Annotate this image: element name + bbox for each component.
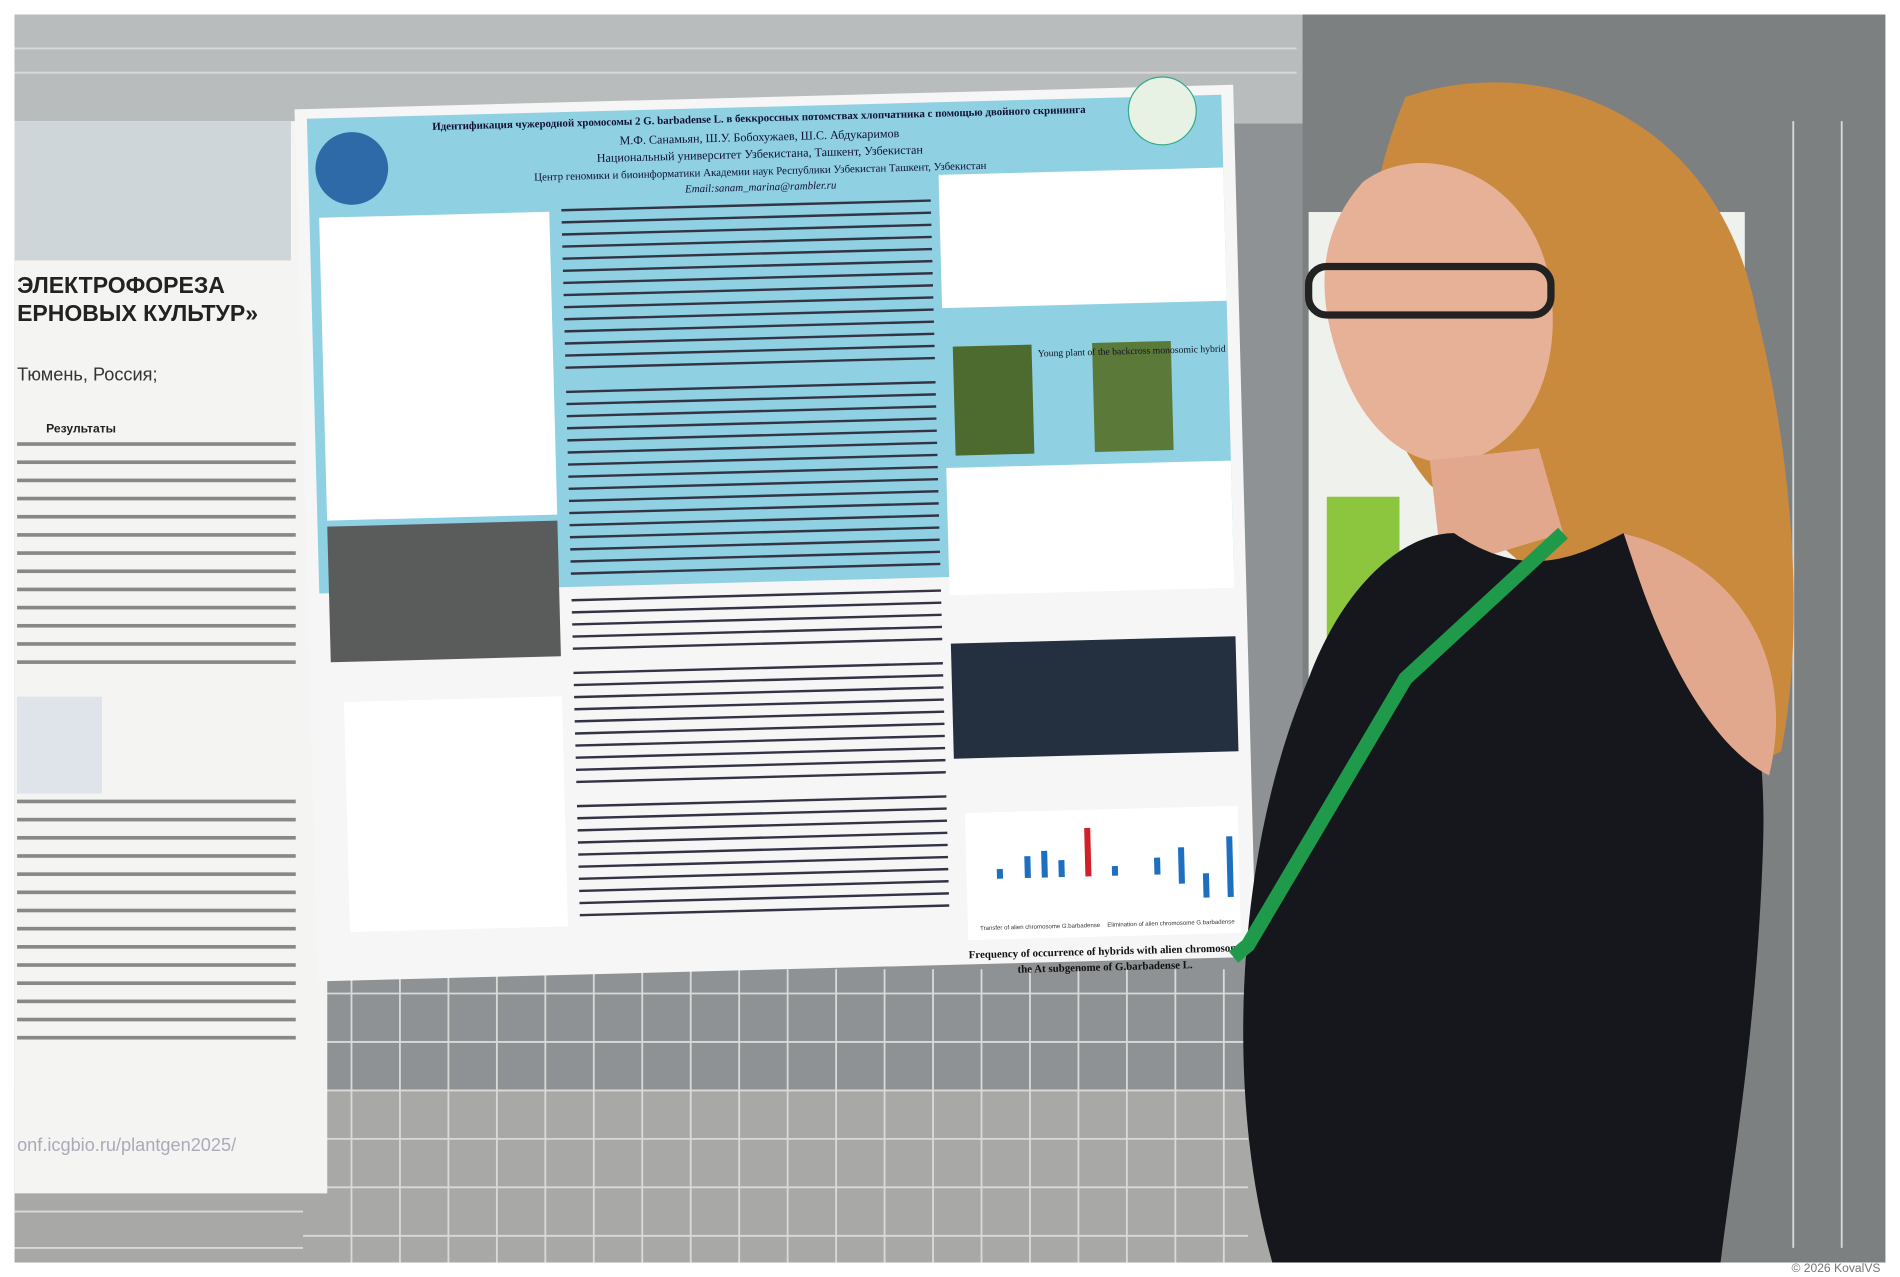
left-location: Тюмень, Россия; bbox=[17, 364, 157, 384]
woman bbox=[1228, 82, 1794, 1263]
photo-caption: Young plant of the backcross monosomic h… bbox=[1038, 344, 1226, 360]
poster-email: Email:sanam_marina@rambler.ru bbox=[684, 179, 837, 195]
gel-image bbox=[938, 167, 1227, 309]
poster-body-text bbox=[561, 199, 950, 917]
left-gel-image bbox=[17, 696, 102, 794]
legend-item: Transfer of alien chromosome G.barbadens… bbox=[980, 923, 1101, 932]
shoulder bbox=[1623, 533, 1777, 776]
bar-chart-figure bbox=[964, 805, 1241, 941]
legend-item: Elimination of alien chromosome G.barbad… bbox=[1107, 919, 1235, 928]
plant-photo bbox=[1092, 340, 1174, 453]
glasses bbox=[1304, 262, 1555, 319]
plant-photo bbox=[952, 344, 1035, 456]
chart-bars bbox=[996, 827, 1234, 898]
left-section: Результаты bbox=[46, 422, 116, 436]
left-heading: ЕРНОВЫХ КУЛЬТУР» bbox=[17, 300, 258, 326]
gel-image bbox=[946, 460, 1235, 596]
watermark: © 2026 KovalVS bbox=[1791, 1261, 1880, 1275]
left-body-text bbox=[17, 442, 296, 1040]
chart-caption: the At subgenome of G.barbadense L. bbox=[1017, 959, 1193, 976]
left-heading: ЭЛЕКТРОФОРЕЗА bbox=[17, 272, 225, 298]
wire-grid bbox=[14, 47, 1843, 1263]
logo bbox=[1127, 76, 1197, 146]
lanyard bbox=[1228, 527, 1568, 963]
left-poster-photo bbox=[14, 121, 291, 261]
plant-photos bbox=[950, 636, 1239, 759]
scheme bbox=[319, 211, 558, 521]
left-poster bbox=[14, 121, 328, 1194]
center-poster: Идентификация чужеродной хромосомы 2 G. … bbox=[294, 76, 1264, 982]
diagram bbox=[343, 696, 568, 933]
logo bbox=[315, 132, 389, 205]
left-url: onf.icgbio.ru/plantgen2025/ bbox=[17, 1135, 237, 1155]
micrographs bbox=[327, 520, 561, 663]
dress bbox=[1243, 533, 1764, 1263]
